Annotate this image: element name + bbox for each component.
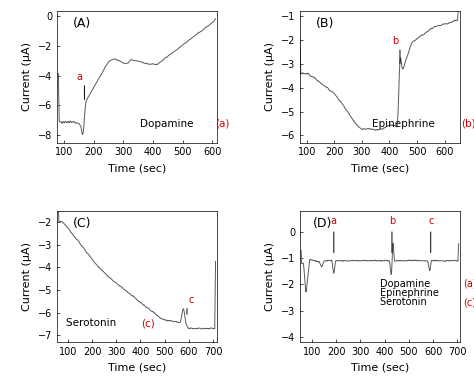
Text: (a): (a) xyxy=(463,279,474,289)
Text: c: c xyxy=(428,216,433,226)
Text: (C): (C) xyxy=(73,217,91,230)
Text: (B): (B) xyxy=(316,17,334,30)
Text: (a): (a) xyxy=(215,119,229,129)
X-axis label: Time (sec): Time (sec) xyxy=(108,363,166,372)
X-axis label: Time (sec): Time (sec) xyxy=(351,163,409,173)
Y-axis label: Current (μA): Current (μA) xyxy=(22,43,32,111)
Text: Serotonin: Serotonin xyxy=(380,297,430,307)
Text: Serotonin: Serotonin xyxy=(66,318,120,328)
Text: (c): (c) xyxy=(463,297,474,307)
Text: b: b xyxy=(392,36,398,46)
X-axis label: Time (sec): Time (sec) xyxy=(108,163,166,173)
Y-axis label: Current (μA): Current (μA) xyxy=(265,43,275,111)
Text: Dopamine: Dopamine xyxy=(140,119,197,129)
X-axis label: Time (sec): Time (sec) xyxy=(351,363,409,372)
Text: Dopamine: Dopamine xyxy=(380,279,433,289)
Y-axis label: Current (μA): Current (μA) xyxy=(265,242,275,311)
Y-axis label: Current (μA): Current (μA) xyxy=(22,242,32,311)
Text: (A): (A) xyxy=(73,17,91,30)
Text: a: a xyxy=(331,216,337,226)
Text: c: c xyxy=(189,294,194,305)
Text: Epinephrine: Epinephrine xyxy=(372,119,438,129)
Text: b: b xyxy=(389,216,395,226)
Text: (b): (b) xyxy=(461,119,474,129)
Text: Epinephrine: Epinephrine xyxy=(380,288,442,298)
Text: (D): (D) xyxy=(313,217,332,230)
Text: a: a xyxy=(76,72,82,82)
Text: (c): (c) xyxy=(142,318,155,328)
